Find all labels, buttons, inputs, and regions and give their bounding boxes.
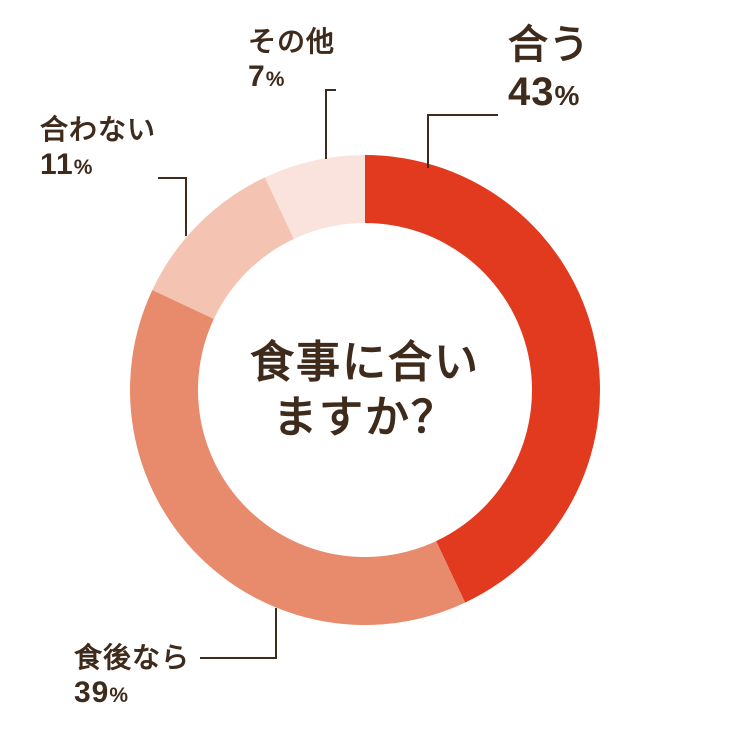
slice-label-awanai: 合わない 11% xyxy=(40,108,156,182)
slice-value-au: 43% xyxy=(508,70,590,115)
slice-name-shokugo: 食後なら xyxy=(74,636,190,676)
slice-name-au: 合う xyxy=(508,12,590,70)
leader-shokugo xyxy=(200,608,276,658)
leader-au xyxy=(428,115,498,168)
slice-label-au: 合う 43% xyxy=(508,12,590,115)
chart-center-title: 食事に合い ますか？ xyxy=(0,335,730,445)
donut-chart: 食事に合い ますか？ 合う 43% 食後なら 39% 合わない 11% その他 … xyxy=(0,0,730,730)
slice-value-shokugo: 39% xyxy=(74,676,190,710)
center-title-line1: 食事に合い xyxy=(250,338,480,387)
slice-value-sonota: 7% xyxy=(248,60,335,94)
slice-label-sonota: その他 7% xyxy=(248,20,335,94)
slice-value-awanai: 11% xyxy=(40,148,156,182)
slice-awanai xyxy=(152,177,294,319)
slice-name-awanai: 合わない xyxy=(40,108,156,148)
leader-awanai xyxy=(158,178,186,236)
slice-name-sonota: その他 xyxy=(248,20,335,60)
center-title-line2: ますか？ xyxy=(273,393,457,442)
slice-label-shokugo: 食後なら 39% xyxy=(74,636,190,710)
leader-sonota xyxy=(326,90,336,159)
